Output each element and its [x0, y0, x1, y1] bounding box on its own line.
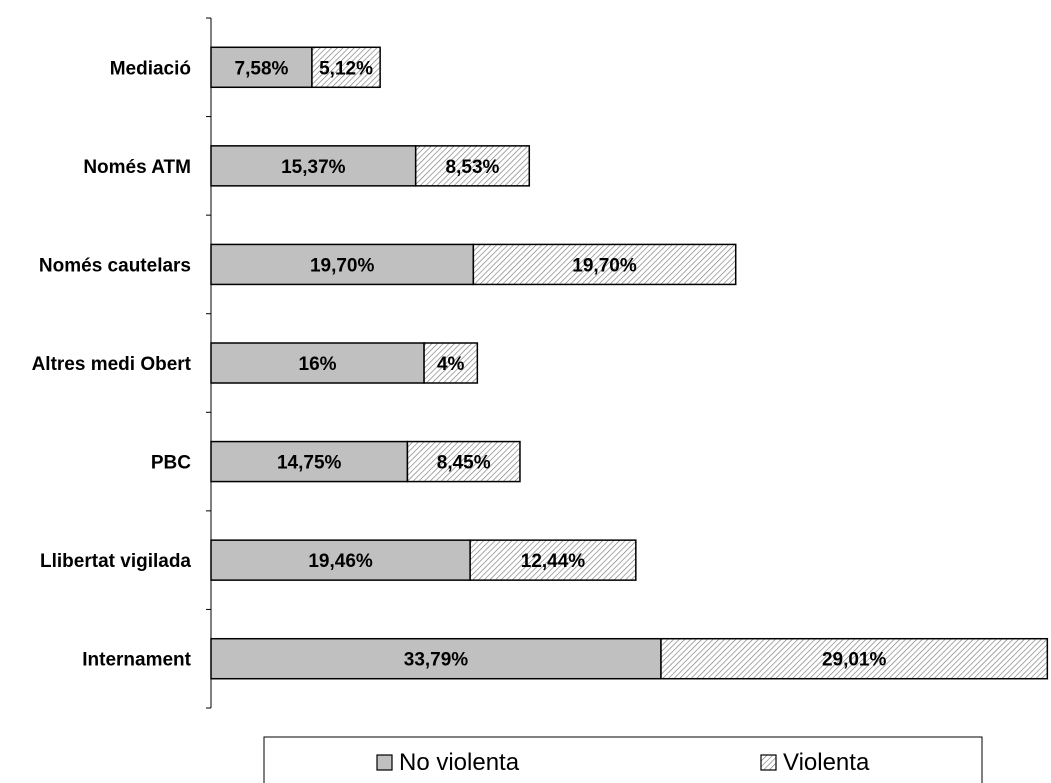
bar-group-altres-medi-obert: Altres medi Obert 16% 4%	[32, 342, 479, 384]
data-label-violenta: 29,01%	[822, 650, 887, 671]
bar-segment-no-violenta	[210, 243, 475, 286]
legend-item-no-violenta: No violenta	[376, 749, 520, 776]
bar-segment-violenta	[472, 243, 737, 286]
legend: No violenta Violenta	[263, 736, 983, 783]
category-label: Només ATM	[83, 157, 191, 178]
bar-group-nomes-atm: Només ATM 15,37% 8,53%	[83, 145, 531, 187]
category-label: PBC	[151, 453, 191, 474]
bar-segment-no-violenta	[210, 145, 417, 187]
data-label-no-violenta: 15,37%	[281, 157, 346, 178]
bar-segment-violenta	[414, 145, 531, 187]
data-label-violenta: 19,70%	[572, 255, 637, 276]
bar-segment-no-violenta	[210, 637, 662, 680]
category-label: Mediació	[110, 58, 191, 79]
category-label: Llibertat vigilada	[40, 551, 191, 572]
legend-item-violenta: Violenta	[760, 749, 870, 776]
bar-group-internament: Internament 33,79% 29,01%	[82, 637, 1049, 680]
legend-label-no-violenta: No violenta	[399, 749, 520, 776]
bar-segment-violenta	[660, 637, 1049, 680]
data-label-violenta: 5,12%	[319, 58, 373, 79]
legend-swatch-violenta	[760, 754, 777, 771]
data-label-no-violenta: 16%	[299, 354, 337, 375]
data-label-violenta: 8,53%	[446, 157, 500, 178]
data-label-violenta: 8,45%	[437, 453, 491, 474]
bar-segment-violenta	[406, 440, 521, 483]
data-label-violenta: 4%	[437, 354, 465, 375]
bar-group-nomes-cautelars: Només cautelars 19,70% 19,70%	[39, 243, 737, 286]
data-label-no-violenta: 14,75%	[277, 453, 342, 474]
legend-swatch-no-violenta	[376, 754, 393, 771]
bar-segment-violenta	[423, 342, 479, 384]
data-label-no-violenta: 19,70%	[310, 255, 375, 276]
bar-group-pbc: PBC 14,75% 8,45%	[151, 440, 521, 483]
bar-segment-no-violenta	[210, 342, 425, 384]
bar-segment-no-violenta	[210, 440, 409, 483]
bar-group-mediacio: Mediació 7,58% 5,12%	[110, 46, 381, 89]
category-label: Només cautelars	[39, 255, 191, 276]
bar-segment-violenta	[469, 539, 637, 581]
category-label: Altres medi Obert	[32, 354, 192, 375]
data-label-violenta: 12,44%	[521, 551, 586, 572]
bars-layer: Mediació 7,58% 5,12%Només ATM 15,37% 8,53%No…	[32, 46, 1049, 680]
bar-segment-violenta	[311, 46, 381, 89]
legend-frame	[263, 736, 983, 783]
data-label-no-violenta: 33,79%	[404, 650, 469, 671]
legend-label-violenta: Violenta	[783, 749, 870, 776]
data-label-no-violenta: 19,46%	[308, 551, 373, 572]
bar-group-llibertat-vigilada: Llibertat vigilada 19,46% 12,44%	[40, 539, 637, 581]
data-label-no-violenta: 7,58%	[235, 58, 289, 79]
bar-segment-no-violenta	[210, 539, 471, 581]
category-label: Internament	[82, 650, 191, 671]
